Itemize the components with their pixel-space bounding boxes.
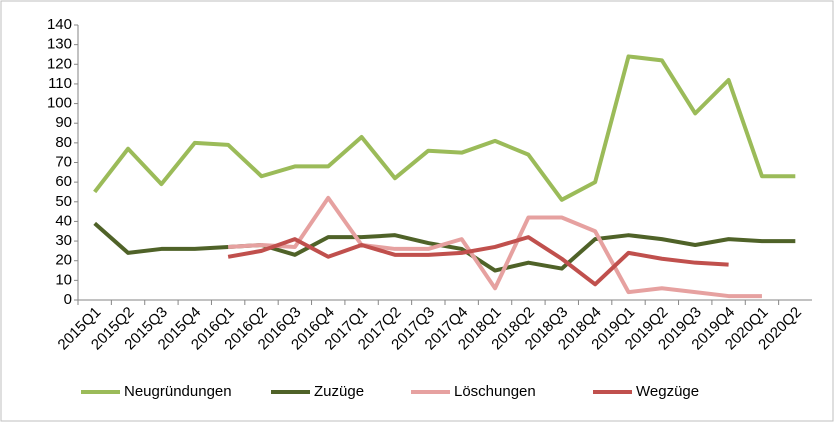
y-tick-label: 50 xyxy=(55,193,72,210)
y-tick-label: 90 xyxy=(55,114,72,131)
y-tick-label: 110 xyxy=(48,75,72,92)
y-tick-label: 120 xyxy=(47,55,72,72)
y-tick-label: 20 xyxy=(55,252,72,269)
legend-label: Neugründungen xyxy=(124,383,232,400)
legend-label: Zuzüge xyxy=(314,383,364,400)
chart-frame xyxy=(0,0,834,422)
y-tick-label: 80 xyxy=(55,134,72,151)
series-line xyxy=(93,54,796,202)
y-tick-label: 10 xyxy=(55,271,72,288)
y-tick-label: 100 xyxy=(47,95,72,112)
legend-label: Wegzüge xyxy=(636,383,699,400)
series-line xyxy=(228,195,762,299)
y-tick-label: 0 xyxy=(64,291,72,308)
y-tick-label: 70 xyxy=(55,153,72,170)
y-tick-label: 30 xyxy=(55,232,72,249)
series-line xyxy=(227,235,729,287)
y-tick-label: 130 xyxy=(47,36,72,53)
y-tick-label: 140 xyxy=(47,16,72,33)
y-tick-label: 60 xyxy=(55,173,72,190)
y-tick-label: 40 xyxy=(55,212,72,229)
legend-label: Löschungen xyxy=(454,383,536,400)
